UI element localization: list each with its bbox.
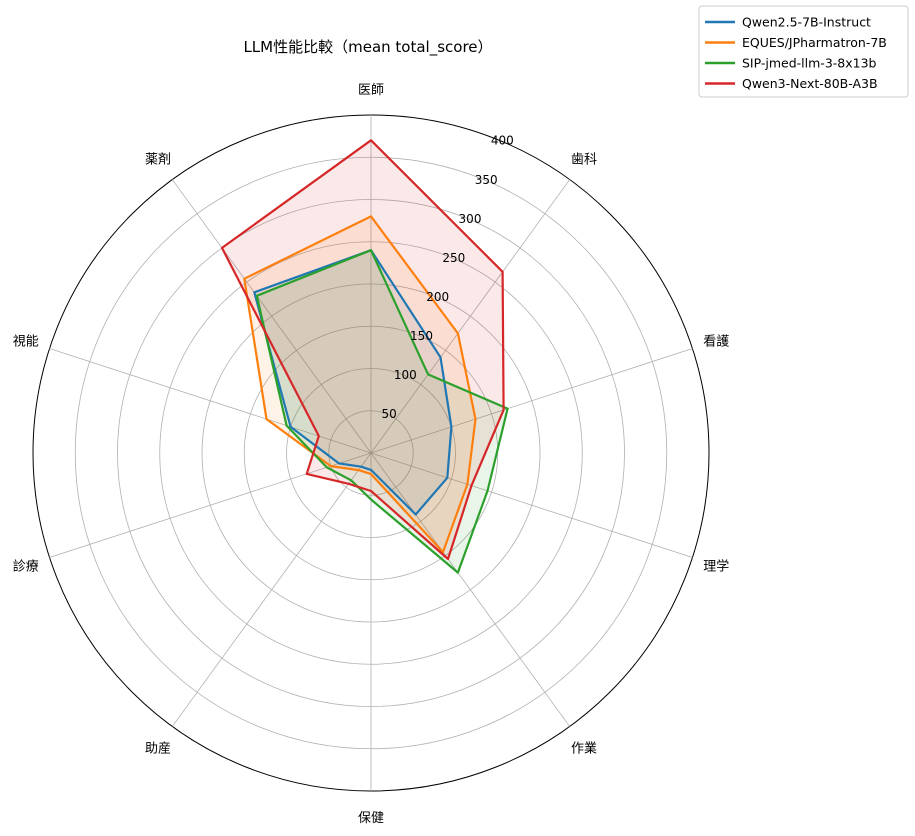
series-line-2: [243, 215, 477, 554]
legend-box: [698, 5, 909, 98]
radial-tick-label: 400: [491, 134, 514, 148]
category-label: 助産: [145, 741, 171, 757]
series-line-1: [253, 249, 453, 516]
radial-tick-label: 100: [394, 368, 417, 382]
series-line-3: [255, 249, 509, 574]
grid-spoke: [49, 452, 372, 558]
series-fill-4: [222, 140, 504, 560]
legend-label-2: EQUES/JPharmatron-7B: [742, 35, 887, 50]
radial-tick-label: 300: [459, 212, 482, 226]
chart-title: LLM性能比較（mean total_score）: [243, 38, 492, 57]
category-label: 歯科: [571, 153, 597, 168]
series-lines: [220, 139, 509, 574]
radial-tick-label: 50: [382, 407, 397, 421]
radial-tick-labels: 50 100 150 200 250 300 350 400: [382, 134, 514, 421]
grid-spoke: [172, 179, 372, 454]
category-label: 診療: [13, 559, 39, 575]
grid-spoke: [370, 348, 693, 454]
category-label: 作業: [571, 741, 597, 757]
grid-spoke: [370, 452, 570, 727]
category-label: 視能: [13, 335, 39, 350]
legend: Qwen2.5-7B-Instruct EQUES/JPharmatron-7B S…: [698, 5, 909, 98]
radar-grid: [32, 114, 710, 792]
legend-label-1: Qwen2.5-7B-Instruct: [742, 15, 871, 30]
radial-tick-label: 150: [410, 329, 433, 343]
series-line-4: [220, 139, 505, 561]
category-label: 医師: [358, 83, 384, 98]
category-label: 保健: [358, 811, 384, 826]
grid-spoke: [370, 452, 693, 558]
radial-tick-label: 350: [475, 173, 498, 187]
legend-label-3: SIP-jmed-llm-3-8x13b: [742, 56, 877, 71]
radial-tick-label: 200: [426, 290, 449, 304]
series-fill-3: [256, 250, 508, 573]
grid-spoke: [172, 452, 372, 727]
category-label: 薬剤: [145, 152, 171, 168]
grid-spoke: [370, 179, 570, 454]
radial-tick-label: 250: [442, 251, 465, 265]
category-label: 理学: [703, 559, 729, 575]
legend-label-4: Qwen3-Next-80B-A3B: [742, 76, 878, 91]
category-label: 看護: [703, 334, 729, 350]
series-fill-2: [244, 216, 476, 553]
